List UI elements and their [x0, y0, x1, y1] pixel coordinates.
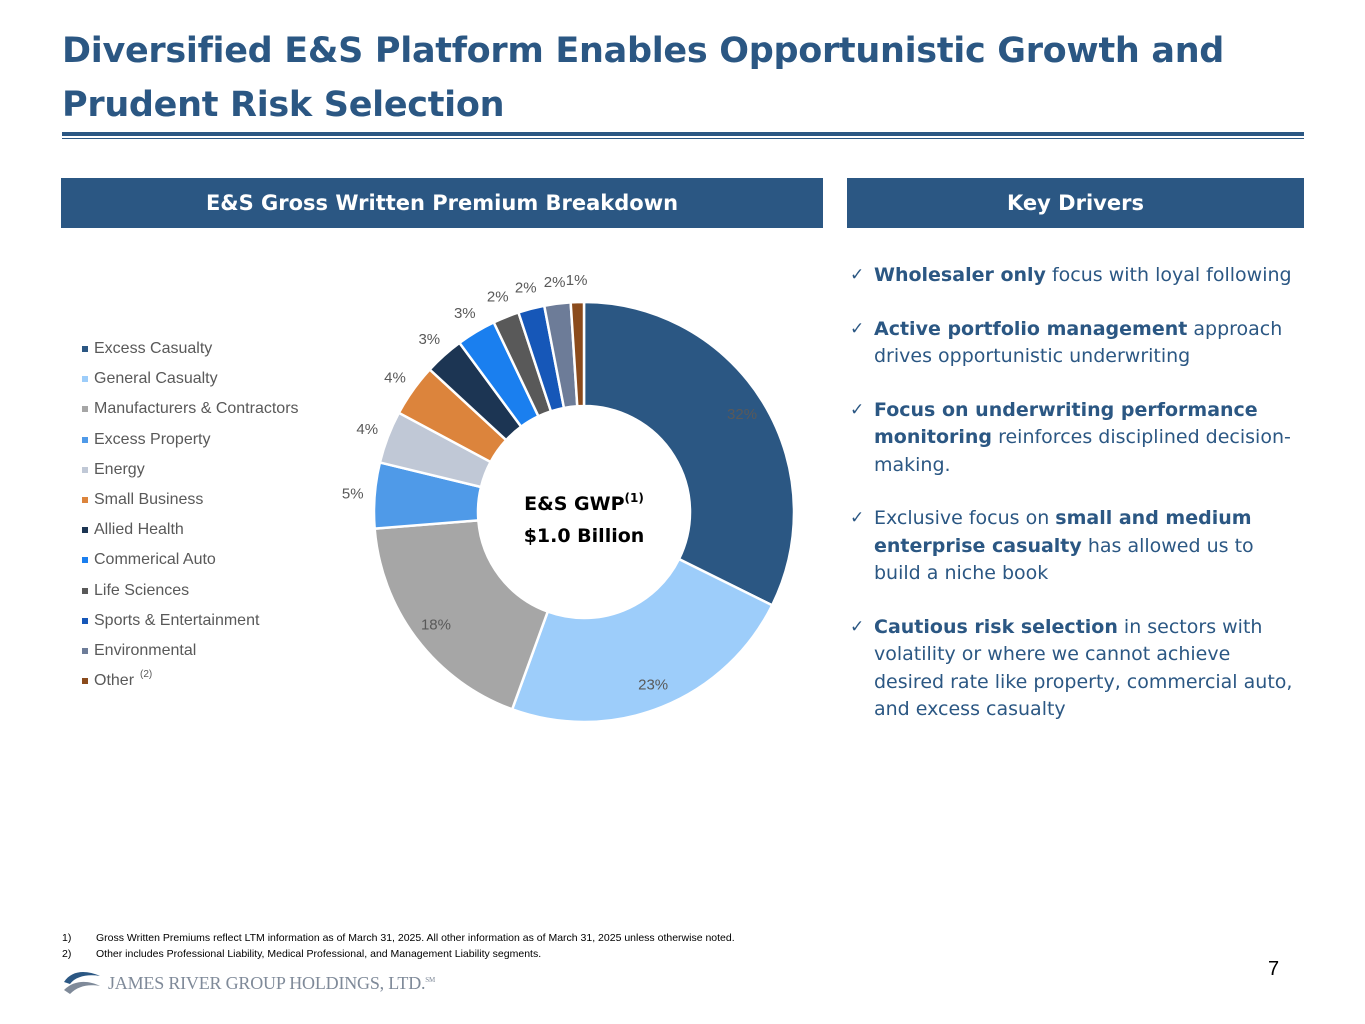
legend-swatch [82, 647, 88, 654]
legend-label: Sports & Entertainment [94, 611, 260, 629]
gwp-breakdown-header: E&S Gross Written Premium Breakdown [61, 178, 823, 228]
driver-item: ✓ Focus on underwriting performance monit… [850, 397, 1300, 480]
gwp-donut-chart: 32%23%18%5%4%4%3%3%2%2% 2% 1%E&S GWP(1)$1.… [342, 272, 796, 724]
footnote: 2) Other includes Professional Liability,… [62, 946, 735, 962]
title-divider-thin [62, 138, 1304, 139]
legend-item: Excess Casualty [82, 334, 299, 364]
legend-label: General Casualty [94, 370, 218, 388]
legend-item: Environmental [82, 636, 299, 666]
legend-label: Excess Casualty [94, 340, 213, 358]
legend-swatch [82, 678, 88, 685]
checkmark-icon: ✓ [850, 508, 865, 528]
checkmark-icon: ✓ [850, 616, 865, 637]
driver-item: ✓ Exclusive focus on small and medium ent… [850, 505, 1300, 588]
donut-slice [510, 557, 774, 724]
driver-text: Focus on underwriting performance monito… [874, 398, 1291, 476]
legend-item: Energy [82, 455, 299, 485]
legend-swatch [82, 346, 88, 353]
legend-item: Other (2) [82, 666, 299, 696]
company-logo: JAMES RIVER GROUP HOLDINGS, LTD.SM [62, 968, 435, 998]
river-logo-icon [64, 972, 100, 994]
key-drivers-list: ✓ Wholesaler only focus with loyal follow… [850, 262, 1300, 750]
legend-swatch [82, 617, 88, 624]
driver-text: Exclusive focus on small and medium ente… [874, 507, 1254, 584]
footnote-text: Gross Written Premiums reflect LTM infor… [96, 932, 735, 944]
footnote-text: Other includes Professional Liability, M… [96, 948, 542, 960]
page-number: 7 [1268, 958, 1280, 980]
legend-swatch [82, 436, 88, 443]
legend-label: Allied Health [94, 521, 184, 539]
checkmark-icon: ✓ [850, 399, 865, 420]
logo-text: JAMES RIVER GROUP HOLDINGS, LTD.SM [108, 972, 436, 993]
legend-item: Commerical Auto [82, 545, 299, 575]
donut-slice [582, 300, 796, 607]
data-label: 2% [487, 289, 509, 306]
donut-slice [373, 519, 550, 711]
legend-label: Other [94, 672, 135, 690]
legend-swatch [82, 587, 88, 594]
driver-item: ✓ Wholesaler only focus with loyal follow… [850, 262, 1300, 290]
legend-label: Energy [94, 460, 145, 478]
donut-slice [569, 300, 586, 408]
legend-item: Small Business [82, 485, 299, 515]
legend-label: Small Business [94, 491, 204, 509]
legend-label: Commerical Auto [94, 551, 216, 569]
data-label: 4% [356, 421, 378, 438]
legend-swatch [82, 466, 88, 473]
legend-item: Allied Health [82, 515, 299, 545]
legend-label: Life Sciences [94, 581, 190, 599]
legend-label: Manufacturers & Contractors [94, 400, 299, 418]
checkmark-icon: ✓ [850, 265, 865, 285]
data-label: 5% [342, 486, 364, 503]
footnote-number: 2) [62, 948, 72, 960]
checkmark-icon: ✓ [850, 318, 865, 339]
driver-item: ✓ Active portfolio management approach dr… [850, 316, 1300, 371]
legend-item: Sports & Entertainment [82, 606, 299, 636]
data-label: 4% [384, 369, 406, 386]
legend-label: Environmental [94, 641, 197, 659]
legend-swatch [82, 557, 88, 564]
legend-swatch [82, 497, 88, 504]
data-label: 3% [454, 305, 476, 322]
legend-item: Life Sciences [82, 576, 299, 606]
data-label: 3% [418, 331, 440, 348]
footnote-number: 1) [62, 932, 72, 944]
driver-text: Wholesaler only focus with loyal followi… [874, 264, 1292, 286]
legend-swatch [82, 406, 88, 413]
legend-item: General Casualty [82, 364, 299, 394]
driver-item: ✓ Cautious risk selection in sectors with… [850, 614, 1300, 724]
legend-label: Excess Property [94, 430, 211, 448]
center-label-title: E&S GWP(1) [524, 491, 644, 515]
data-label: 18% [421, 617, 451, 634]
chart-legend: Excess Casualty General Casualty Manufactu… [82, 334, 299, 696]
key-drivers-header: Key Drivers [847, 178, 1304, 228]
footnotes: 1) Gross Written Premiums reflect LTM inf… [62, 930, 735, 962]
legend-swatch [82, 376, 88, 383]
footnote: 1) Gross Written Premiums reflect LTM inf… [62, 930, 735, 946]
data-label: 1% [566, 272, 588, 289]
center-label-value: $1.0 Billion [524, 525, 645, 547]
page-title: Diversified E&S Platform Enables Opportu… [62, 31, 1225, 125]
driver-text: Cautious risk selection in sectors with … [874, 615, 1293, 721]
data-label: 23% [638, 677, 668, 694]
title-divider [62, 132, 1304, 136]
data-label: 2% [544, 274, 566, 291]
legend-item: Excess Property [82, 425, 299, 455]
driver-text: Active portfolio management approach dri… [874, 317, 1283, 368]
legend-footnote-ref: (2) [140, 668, 153, 680]
legend-swatch [82, 527, 88, 534]
data-label: 32% [727, 406, 757, 423]
legend-item: Manufacturers & Contractors [82, 394, 299, 424]
data-label: 2% [515, 279, 537, 296]
